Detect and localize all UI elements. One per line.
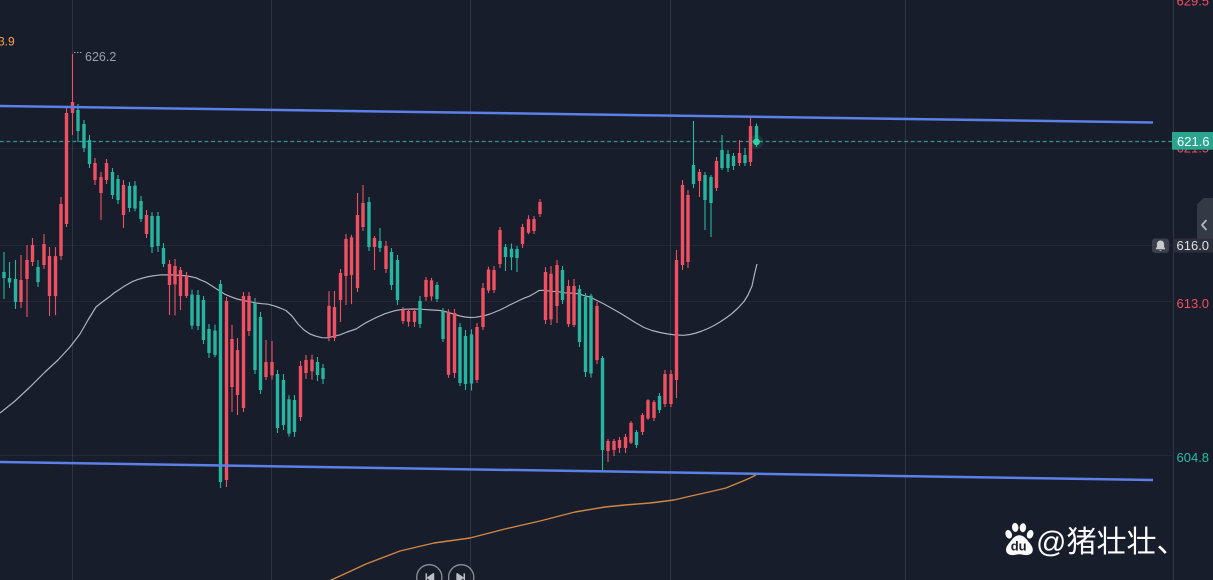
svg-text:629.5: 629.5 <box>1177 0 1210 9</box>
svg-text:3.9: 3.9 <box>0 35 15 49</box>
svg-text:626.2: 626.2 <box>85 50 116 64</box>
svg-text:621.6: 621.6 <box>1177 134 1210 149</box>
svg-text:604.8: 604.8 <box>1177 450 1210 465</box>
svg-text:@猪壮壮、: @猪壮壮、 <box>1036 526 1186 559</box>
svg-text:613.0: 613.0 <box>1177 296 1210 311</box>
svg-text:616.0: 616.0 <box>1177 238 1210 253</box>
svg-text:du: du <box>1011 539 1027 554</box>
